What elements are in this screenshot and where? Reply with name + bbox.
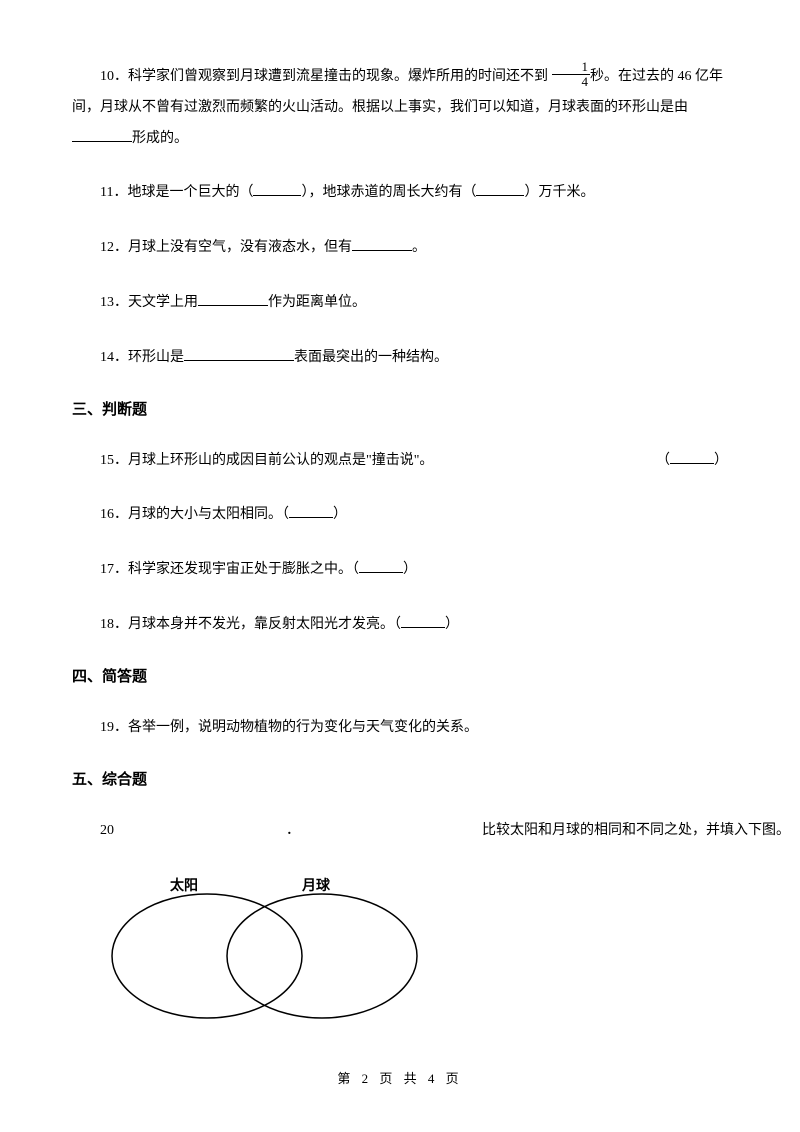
q20-num: 20 <box>100 823 114 838</box>
fill-blank[interactable] <box>670 450 714 464</box>
venn-svg: 太阳 月球 <box>102 870 422 1030</box>
q13-text-a: ．天文学上用 <box>114 295 198 310</box>
fraction-1-4: 14 <box>552 60 591 90</box>
question-18: 18．月球本身并不发光，靠反射太阳光才发亮。（） <box>72 610 728 641</box>
judge-paren: （） <box>656 446 728 477</box>
q14-text-a: ．环形山是 <box>114 350 184 365</box>
q18-text: ．月球本身并不发光，靠反射太阳光才发亮。（ <box>114 617 401 632</box>
fill-blank[interactable] <box>352 237 412 251</box>
q13-text-b: 作为距离单位。 <box>268 295 366 310</box>
question-14: 14．环形山是 表面最突出的一种结构。 <box>72 343 728 374</box>
q19-text: ．各举一例，说明动物植物的行为变化与天气变化的关系。 <box>114 720 478 735</box>
fill-blank[interactable] <box>401 614 445 628</box>
fill-blank[interactable] <box>184 347 294 361</box>
venn-label-sun: 太阳 <box>170 877 198 894</box>
question-15: 15．月球上环形山的成因目前公认的观点是"撞击说"。 （） <box>72 446 728 477</box>
fraction-denominator: 4 <box>552 75 591 89</box>
fill-blank[interactable] <box>72 128 132 142</box>
fill-blank[interactable] <box>198 292 268 306</box>
venn-label-moon: 月球 <box>301 877 331 894</box>
q15-text: 15．月球上环形山的成因目前公认的观点是"撞击说"。 <box>72 446 433 477</box>
q13-num: 13 <box>100 295 114 310</box>
fill-blank[interactable] <box>359 559 403 573</box>
q16-text: ．月球的大小与太阳相同。（ <box>114 507 289 522</box>
question-19: 19．各举一例，说明动物植物的行为变化与天气变化的关系。 <box>72 713 728 744</box>
q11-text-b: ），地球赤道的周长大约有（ <box>301 185 476 200</box>
question-17: 17．科学家还发现宇宙正处于膨胀之中。（） <box>72 555 728 586</box>
page-footer: 第 2 页 共 4 页 <box>0 1069 800 1090</box>
question-13: 13．天文学上用 作为距离单位。 <box>72 288 728 319</box>
q17-num: 17 <box>100 562 114 577</box>
section-heading-judgment: 三、判断题 <box>72 398 728 422</box>
question-16: 16．月球的大小与太阳相同。（） <box>72 500 728 531</box>
q17-text: ．科学家还发现宇宙正处于膨胀之中。（ <box>114 562 359 577</box>
q16-num: 16 <box>100 507 114 522</box>
fraction-numerator: 1 <box>552 60 591 75</box>
question-11: 11．地球是一个巨大的（ ），地球赤道的周长大约有（ ）万千米。 <box>72 178 728 209</box>
q12-num: 12 <box>100 240 114 255</box>
fill-blank[interactable] <box>253 182 301 196</box>
q14-text-b: 表面最突出的一种结构。 <box>294 350 448 365</box>
venn-left-ellipse <box>112 894 302 1018</box>
question-10: 10．科学家们曾观察到月球遭到流星撞击的现象。爆炸所用的时间还不到 14秒。在过… <box>72 62 728 154</box>
q12-text-b: 。 <box>412 240 426 255</box>
q11-num: 11 <box>100 185 113 200</box>
q12-text-a: ．月球上没有空气，没有液态水，但有 <box>114 240 352 255</box>
q18-num: 18 <box>100 617 114 632</box>
q19-num: 19 <box>100 720 114 735</box>
q11-text-a: ．地球是一个巨大的（ <box>113 185 253 200</box>
q20-text: 比较太阳和月球的相同和不同之处，并填入下图。 <box>482 823 790 838</box>
section-heading-comprehensive: 五、综合题 <box>72 768 728 792</box>
q10-text-a: ．科学家们曾观察到月球遭到流星撞击的现象。爆炸所用的时间还不到 <box>114 69 548 84</box>
q10-text-c: 形成的。 <box>132 131 188 146</box>
fill-blank[interactable] <box>476 182 524 196</box>
question-12: 12．月球上没有空气，没有液态水，但有 。 <box>72 233 728 264</box>
question-20: 20．比较太阳和月球的相同和不同之处，并填入下图。 <box>72 816 728 847</box>
venn-diagram: 太阳 月球 <box>102 870 422 1030</box>
q14-num: 14 <box>100 350 114 365</box>
q20-dot: ． <box>286 823 300 838</box>
q10-num: 10 <box>100 69 114 84</box>
venn-right-ellipse <box>227 894 417 1018</box>
fill-blank[interactable] <box>289 504 333 518</box>
q11-text-c: ）万千米。 <box>524 185 594 200</box>
section-heading-short-answer: 四、简答题 <box>72 665 728 689</box>
